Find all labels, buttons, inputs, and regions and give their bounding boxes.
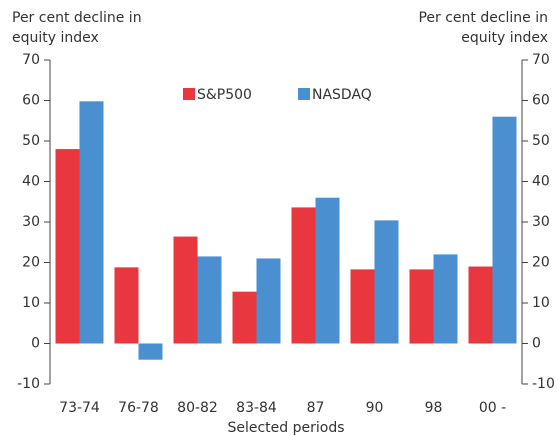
y-tick-label: 60 <box>22 93 40 109</box>
x-tick-label: 80-82 <box>177 400 218 416</box>
bar <box>468 266 493 344</box>
legend-label: S&P500 <box>197 87 252 103</box>
y-tick-label: 20 <box>22 255 40 271</box>
bar <box>55 149 80 344</box>
y2-axis-label: Per cent decline in <box>418 10 548 26</box>
y-tick-label: 50 <box>22 133 40 149</box>
bar <box>409 269 434 344</box>
y2-tick-label: 20 <box>532 255 550 271</box>
bar <box>173 236 198 344</box>
y-tick-label: -10 <box>17 376 40 392</box>
y-axis-label: equity index <box>12 30 99 46</box>
bar <box>433 254 458 344</box>
y2-tick-label: 30 <box>532 214 550 230</box>
y-tick-label: 0 <box>31 336 40 352</box>
y2-tick-label: 50 <box>532 133 550 149</box>
bar <box>114 267 139 344</box>
x-axis-label: Selected periods <box>227 420 344 436</box>
y-tick-label: 70 <box>22 52 40 68</box>
y2-tick-label: 70 <box>532 52 550 68</box>
x-tick-label: 98 <box>425 400 443 416</box>
y2-tick-label: -10 <box>532 376 555 392</box>
y2-tick-label: 40 <box>532 174 550 190</box>
legend-swatch <box>298 88 310 100</box>
x-tick-label: 00 - <box>479 400 506 416</box>
x-tick-label: 83-84 <box>236 400 277 416</box>
bar <box>350 269 375 344</box>
bar <box>138 343 163 360</box>
y2-tick-label: 10 <box>532 295 550 311</box>
x-tick-label: 76-78 <box>118 400 159 416</box>
bar <box>197 256 222 344</box>
bar <box>492 116 517 344</box>
y-axis-label: Per cent decline in <box>12 10 142 26</box>
bar <box>315 197 340 344</box>
bar <box>256 258 281 344</box>
y2-axis-label: equity index <box>461 30 548 46</box>
x-tick-label: 90 <box>366 400 384 416</box>
bar <box>79 101 104 344</box>
y2-tick-label: 60 <box>532 93 550 109</box>
y2-tick-label: 0 <box>532 336 541 352</box>
legend-label: NASDAQ <box>312 87 372 103</box>
y-tick-label: 40 <box>22 174 40 190</box>
bar <box>374 220 399 344</box>
x-tick-label: 73-74 <box>59 400 100 416</box>
bar <box>232 291 257 344</box>
x-tick-label: 87 <box>307 400 325 416</box>
bar <box>291 207 316 344</box>
legend-swatch <box>183 88 195 100</box>
y-tick-label: 10 <box>22 295 40 311</box>
y-tick-label: 30 <box>22 214 40 230</box>
